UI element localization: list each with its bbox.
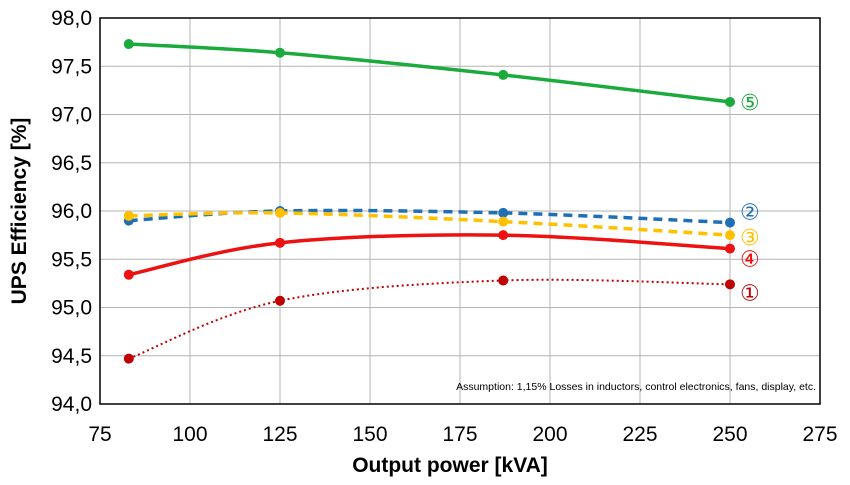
data-point	[498, 230, 509, 241]
y-tick-label: 98,0	[51, 7, 92, 30]
x-tick-label: 225	[622, 423, 657, 446]
series-label: ③	[740, 225, 760, 250]
series-4: ④	[123, 230, 760, 280]
data-point	[275, 207, 285, 218]
y-tick-label: 95,0	[51, 297, 92, 320]
series-layer: ⑤ ②③④ ①	[123, 39, 760, 364]
data-point	[498, 275, 509, 286]
y-tick-label: 97,5	[51, 55, 92, 78]
data-point	[725, 96, 735, 107]
data-point	[275, 237, 285, 248]
x-axis-title: Output power [kVA]	[352, 454, 548, 477]
plot-frame	[99, 17, 821, 405]
x-tick-label: 125	[262, 423, 297, 446]
x-tick-label: 100	[172, 423, 207, 446]
x-tick-label: 275	[802, 423, 837, 446]
y-tick-label: 95,5	[51, 248, 92, 271]
series-line	[128, 211, 731, 237]
y-tick-label: 97,0	[51, 104, 92, 127]
x-tick-label: 175	[442, 423, 477, 446]
series-label: ⑤	[740, 90, 760, 115]
series-line	[128, 42, 731, 104]
series-line	[128, 233, 731, 277]
series-label: ①	[740, 280, 760, 305]
series-label: ④	[740, 247, 760, 272]
x-tick-label: 150	[352, 423, 387, 446]
series-2: ②	[123, 200, 760, 228]
series-3: ③	[123, 207, 760, 250]
y-tick-label: 96,5	[51, 152, 92, 175]
data-point	[275, 47, 285, 58]
tick-labels: 94,0 94,5 95,0 95,5 96,0 96,5 97,0 97,5 98,0 75 10…	[51, 7, 837, 446]
data-point	[725, 279, 735, 290]
x-tick-label: 250	[712, 423, 747, 446]
data-point	[498, 69, 509, 80]
data-point	[123, 353, 134, 364]
data-point	[123, 210, 134, 221]
data-point	[725, 243, 735, 254]
data-point	[123, 39, 134, 50]
data-point	[275, 295, 285, 306]
series-line	[128, 208, 731, 225]
data-point	[498, 216, 509, 227]
x-tick-label: 75	[88, 423, 111, 446]
x-tick-label: 200	[532, 423, 567, 446]
data-point	[725, 230, 735, 241]
series-5: ①	[123, 275, 760, 364]
y-tick-label: 96,0	[51, 200, 92, 223]
assumption-note: Assumption: 1,15% Losses in inductors, c…	[456, 381, 816, 393]
data-point	[725, 217, 735, 228]
y-axis-title: UPS Efficiency [%]	[8, 118, 31, 305]
series-label: ②	[740, 200, 760, 225]
y-tick-label: 94,0	[51, 393, 92, 416]
y-tick-label: 94,5	[51, 345, 92, 368]
data-point	[498, 207, 509, 218]
data-point	[123, 269, 134, 280]
series-1: ⑤	[123, 39, 760, 115]
